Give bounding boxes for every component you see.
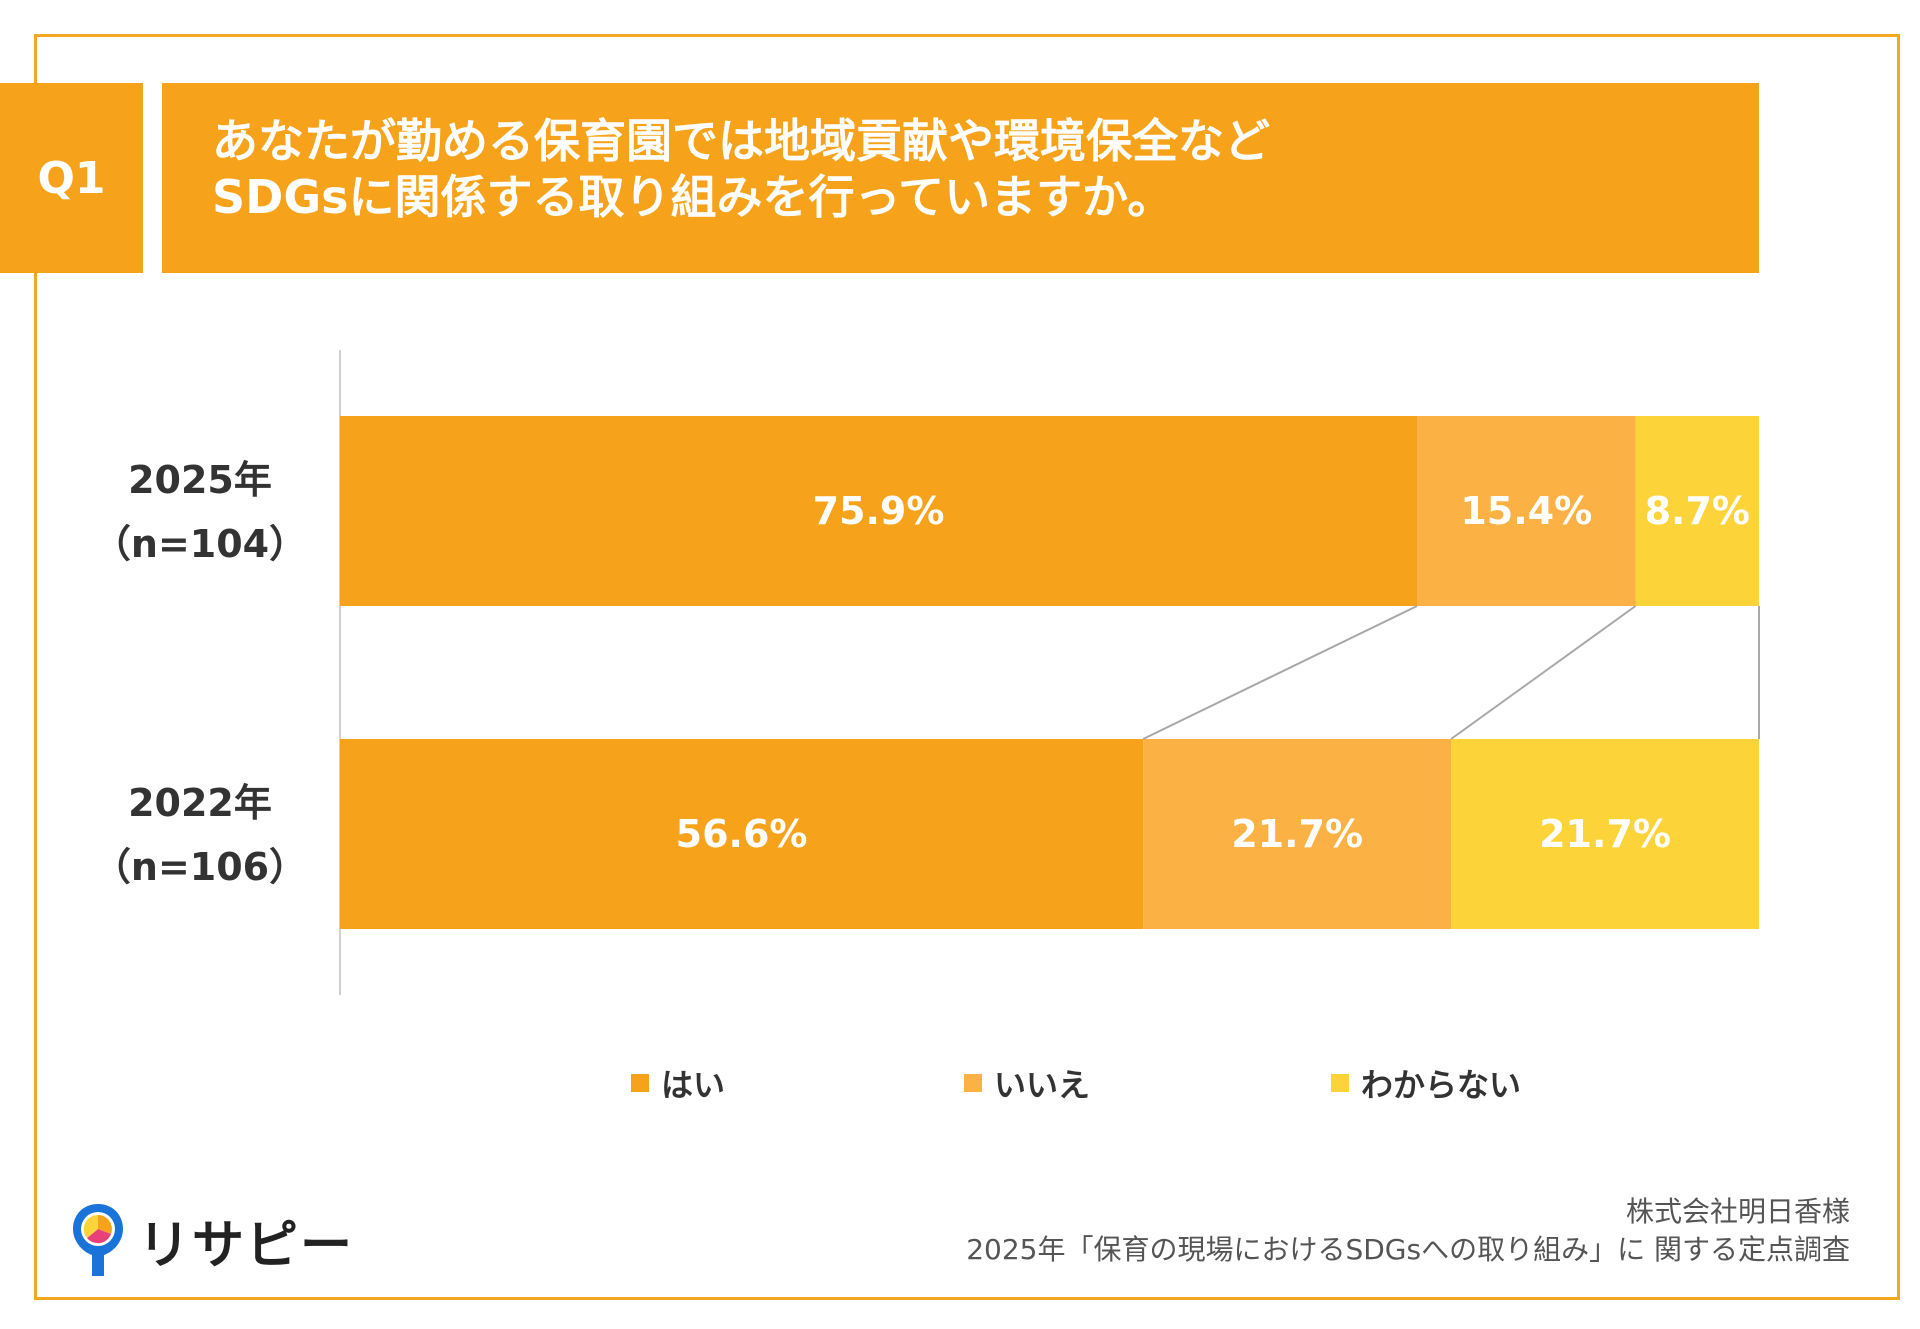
footer-survey-title: 2025年「保育の現場におけるSDGsへの取り組み」に 関する定点調査 [966,1233,1850,1266]
data-label-0-2: 8.7% [1645,489,1750,533]
legend-swatch-iie [964,1074,982,1092]
question-number: Q1 [37,152,106,204]
bar-segment-0-2 [1635,416,1759,606]
data-label-1-1: 21.7% [1231,812,1363,856]
footer-credit: 株式会社明日香様 2025年「保育の現場におけるSDGsへの取り組み」に 関する… [966,1193,1850,1269]
question-number-badge: Q1 [0,83,143,273]
legend-swatch-hai [631,1074,649,1092]
logo-text: リサピー [138,1215,355,1276]
data-label-0-0: 75.9% [813,489,945,533]
category-label-year-1: 2022年 [128,781,272,825]
bar-segment-1-2 [1451,739,1759,929]
data-label-0-1: 15.4% [1460,489,1592,533]
data-label-1-2: 21.7% [1539,812,1671,856]
legend-label-iie: いいえ [994,1066,1091,1104]
question-title-box: あなたが勤める保育園では地域貢献や環境保全など SDGsに関係する取り組みを行っ… [162,83,1759,273]
pin-logo-icon [73,1204,123,1276]
connector-line-1 [1450,605,1637,740]
category-label-n-0: （n=104） [93,522,307,566]
bar-segment-0-0 [340,416,1418,606]
legend-item-wakaranai: わからない [1331,1063,1522,1104]
legend-item-iie: いいえ [964,1063,1091,1104]
legend-label-hai: はい [661,1066,726,1104]
slide-frame [34,34,1900,1300]
legend-label-wakaranai: わからない [1361,1066,1522,1104]
brand-logo: リサピー [70,1200,354,1280]
category-label-year-0: 2025年 [128,458,272,502]
category-label-n-1: （n=106） [93,845,307,889]
connector-line-0 [1142,605,1418,740]
legend-swatch-wakaranai [1331,1074,1349,1092]
bar-segment-1-1 [1143,739,1452,929]
data-label-1-0: 56.6% [676,812,808,856]
question-title-line-1: あなたが勤める保育園では地域貢献や環境保全など [212,114,1270,168]
footer-client: 株式会社明日香様 [1625,1195,1850,1228]
bar-segment-0-1 [1417,416,1636,606]
question-title-line-2: SDGsに関係する取り組みを行っていますか。 [212,170,1174,224]
legend-item-hai: はい [631,1063,726,1104]
bar-segment-1-0 [340,739,1144,929]
